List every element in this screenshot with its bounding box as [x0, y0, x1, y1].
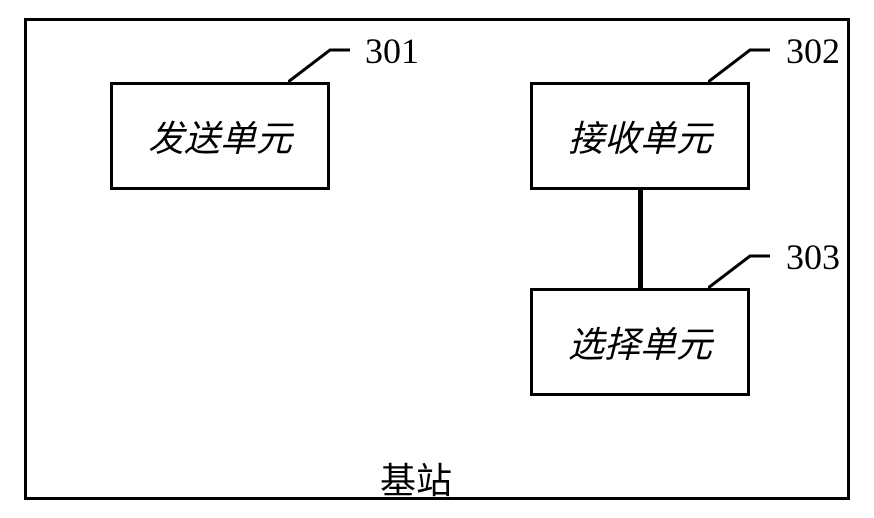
receiving-unit-box: 接收单元	[530, 82, 750, 190]
container-label: 基站	[380, 452, 452, 504]
selection-unit-label: 选择单元	[568, 316, 712, 368]
connector-302-303	[638, 190, 643, 288]
callout-line-303	[708, 254, 770, 290]
selection-unit-box: 选择单元	[530, 288, 750, 396]
sending-unit-label: 发送单元	[148, 110, 292, 162]
callout-line-302	[708, 48, 770, 84]
receiving-unit-label: 接收单元	[568, 110, 712, 162]
sending-unit-box: 发送单元	[110, 82, 330, 190]
callout-line-301	[288, 48, 350, 84]
callout-number-302: 302	[786, 30, 840, 72]
callout-number-301: 301	[365, 30, 419, 72]
callout-number-303: 303	[786, 236, 840, 278]
